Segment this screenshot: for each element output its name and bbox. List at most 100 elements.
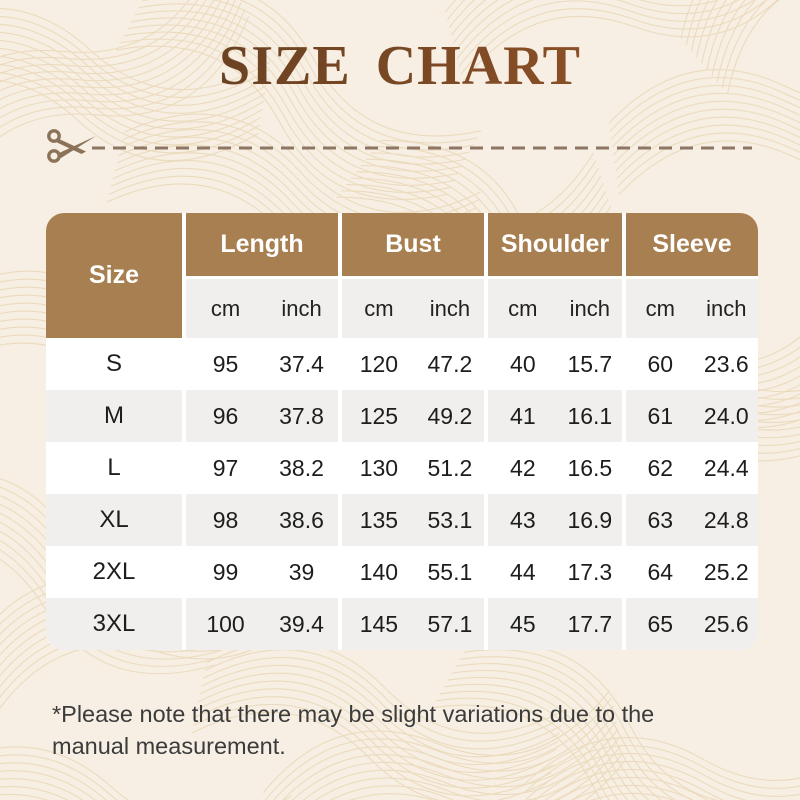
cm-value: 130: [359, 454, 399, 481]
value-cell: 100 39.4: [186, 598, 338, 650]
value-cell: 44 17.3: [488, 546, 622, 598]
value-cell: 120 47.2: [342, 338, 484, 390]
value-cell: 61 24.0: [626, 390, 758, 442]
unit-cm-label: cm: [508, 295, 538, 321]
cm-value: 60: [647, 350, 674, 377]
inch-value: 25.2: [703, 558, 749, 585]
value-cell: 130 51.2: [342, 442, 484, 494]
unit-inch-label: inch: [281, 295, 322, 321]
unit-cm-label: cm: [210, 295, 241, 321]
value-cell: 125 49.2: [342, 390, 484, 442]
value-cell: 60 23.6: [626, 338, 758, 390]
value-cell: 63 24.8: [626, 494, 758, 546]
cm-value: 140: [359, 558, 399, 585]
measurement-note-line1: *Please note that there may be slight va…: [52, 701, 655, 727]
inch-value: 15.7: [567, 350, 613, 377]
cm-value: 95: [212, 350, 239, 377]
size-cell: 3XL: [46, 598, 182, 650]
size-cell: S: [46, 338, 182, 390]
size-table: Size Length Bust Shoulder Sleeve cm inch…: [46, 213, 758, 650]
inch-value: 47.2: [427, 350, 473, 377]
unit-cm-label: cm: [364, 295, 394, 321]
inch-value: 57.1: [427, 610, 473, 637]
inch-value: 49.2: [427, 402, 473, 429]
unit-inch-label: inch: [569, 295, 610, 321]
value-cell: 64 25.2: [626, 546, 758, 598]
unit-inch-label: inch: [429, 295, 471, 321]
unit-header-length: cm inch: [186, 279, 338, 338]
inch-value: 25.6: [703, 610, 749, 637]
cm-value: 99: [212, 558, 239, 585]
size-cell: XL: [46, 494, 182, 546]
value-cell: 140 55.1: [342, 546, 484, 598]
value-cell: 41 16.1: [488, 390, 622, 442]
cm-value: 120: [359, 350, 399, 377]
size-cell: L: [46, 442, 182, 494]
inch-value: 55.1: [427, 558, 473, 585]
value-cell: 96 37.8: [186, 390, 338, 442]
inch-value: 37.8: [279, 402, 324, 429]
cm-value: 42: [510, 454, 536, 481]
cm-value: 41: [510, 402, 536, 429]
table-corner-header: Size: [46, 213, 182, 338]
unit-header-sleeve: cm inch: [626, 279, 758, 338]
inch-value: 23.6: [703, 350, 749, 377]
inch-value: 17.7: [567, 610, 613, 637]
cm-value: 100: [206, 610, 245, 637]
cm-value: 61: [647, 402, 674, 429]
cm-value: 98: [212, 506, 239, 533]
value-cell: 95 37.4: [186, 338, 338, 390]
value-cell: 45 17.7: [488, 598, 622, 650]
cm-value: 65: [647, 610, 674, 637]
inch-value: 16.9: [567, 506, 613, 533]
inch-value: 38.6: [279, 506, 324, 533]
inch-value: 24.0: [703, 402, 749, 429]
measurement-note: *Please note that there may be slight va…: [52, 698, 772, 762]
size-cell: M: [46, 390, 182, 442]
cm-value: 43: [510, 506, 536, 533]
inch-value: 53.1: [427, 506, 473, 533]
cm-value: 63: [647, 506, 674, 533]
inch-value: 16.1: [567, 402, 613, 429]
cm-value: 97: [212, 454, 239, 481]
cm-value: 125: [359, 402, 399, 429]
column-header-length: Length: [186, 213, 338, 279]
value-cell: 97 38.2: [186, 442, 338, 494]
cm-value: 135: [359, 506, 399, 533]
inch-value: 51.2: [427, 454, 473, 481]
inch-value: 24.8: [703, 506, 749, 533]
inch-value: 37.4: [279, 350, 324, 377]
unit-header-bust: cm inch: [342, 279, 484, 338]
inch-value: 38.2: [279, 454, 324, 481]
unit-header-shoulder: cm inch: [488, 279, 622, 338]
inch-value: 39: [288, 558, 315, 585]
value-cell: 40 15.7: [488, 338, 622, 390]
cm-value: 44: [510, 558, 536, 585]
page-title-text: SIZE CHART: [219, 35, 581, 97]
unit-cm-label: cm: [645, 295, 675, 321]
inch-value: 17.3: [567, 558, 613, 585]
value-cell: 98 38.6: [186, 494, 338, 546]
measurement-note-line2: manual measurement.: [52, 733, 286, 759]
column-header-sleeve: Sleeve: [626, 213, 758, 279]
inch-value: 24.4: [703, 454, 749, 481]
value-cell: 42 16.5: [488, 442, 622, 494]
unit-inch-label: inch: [706, 295, 747, 321]
value-cell: 65 25.6: [626, 598, 758, 650]
cm-value: 62: [647, 454, 674, 481]
value-cell: 99 39: [186, 546, 338, 598]
cut-dashed-line: [92, 146, 752, 150]
scissors-icon: [47, 129, 96, 163]
column-header-bust: Bust: [342, 213, 484, 279]
size-cell: 2XL: [46, 546, 182, 598]
value-cell: 62 24.4: [626, 442, 758, 494]
value-cell: 135 53.1: [342, 494, 484, 546]
cm-value: 145: [359, 610, 399, 637]
cm-value: 96: [212, 402, 239, 429]
cm-value: 64: [647, 558, 674, 585]
cm-value: 40: [510, 350, 536, 377]
inch-value: 39.4: [279, 610, 324, 637]
column-header-shoulder: Shoulder: [488, 213, 622, 279]
page-title: SIZE CHART: [0, 34, 800, 98]
